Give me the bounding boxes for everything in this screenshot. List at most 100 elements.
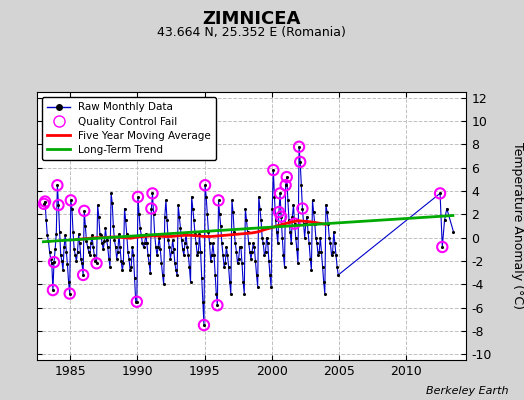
- Point: [266, 272, 274, 278]
- Point: [196, 248, 205, 255]
- Point: [265, 258, 273, 264]
- Point: [250, 244, 258, 250]
- Point: [237, 244, 245, 250]
- Point: [40, 201, 48, 207]
- Point: [48, 260, 56, 266]
- Point: [232, 248, 241, 255]
- Point: [54, 202, 63, 208]
- Point: [248, 248, 256, 255]
- Point: [124, 248, 132, 255]
- Point: [317, 248, 325, 255]
- Point: [73, 248, 82, 255]
- Point: [183, 244, 191, 250]
- Point: [201, 182, 209, 188]
- Point: [66, 290, 74, 297]
- Point: [298, 205, 307, 212]
- Point: [269, 167, 278, 173]
- Point: [88, 232, 96, 238]
- Point: [162, 197, 170, 204]
- Point: [44, 238, 52, 244]
- Point: [449, 229, 457, 235]
- Point: [283, 197, 292, 204]
- Point: [110, 237, 118, 243]
- Point: [314, 252, 322, 258]
- Point: [436, 190, 444, 196]
- Point: [179, 246, 187, 252]
- Point: [146, 270, 155, 276]
- Point: [92, 260, 101, 266]
- Point: [52, 231, 60, 237]
- Point: [254, 283, 262, 290]
- Point: [164, 237, 172, 243]
- Point: [125, 256, 133, 262]
- Point: [156, 246, 165, 252]
- Point: [133, 298, 141, 305]
- Point: [122, 217, 130, 223]
- Point: [115, 231, 123, 237]
- Point: [443, 205, 451, 212]
- Text: Berkeley Earth: Berkeley Earth: [426, 386, 508, 396]
- Point: [148, 190, 157, 196]
- Point: [190, 217, 198, 223]
- Point: [93, 202, 102, 208]
- Point: [257, 217, 265, 223]
- Point: [280, 264, 289, 270]
- Point: [77, 256, 85, 262]
- Point: [134, 194, 142, 200]
- Point: [123, 231, 131, 237]
- Point: [116, 244, 124, 250]
- Point: [139, 244, 148, 250]
- Point: [214, 197, 223, 204]
- Point: [292, 246, 301, 252]
- Point: [67, 197, 75, 204]
- Legend: Raw Monthly Data, Quality Control Fail, Five Year Moving Average, Long-Term Tren: Raw Monthly Data, Quality Control Fail, …: [42, 97, 216, 160]
- Point: [219, 252, 227, 258]
- Point: [42, 217, 50, 223]
- Point: [101, 225, 110, 232]
- Point: [281, 182, 290, 188]
- Point: [275, 209, 283, 215]
- Point: [64, 279, 73, 285]
- Point: [41, 198, 49, 205]
- Point: [285, 217, 293, 223]
- Point: [213, 302, 222, 308]
- Point: [80, 208, 89, 214]
- Point: [290, 220, 299, 227]
- Point: [202, 194, 211, 200]
- Point: [224, 264, 233, 270]
- Point: [295, 144, 303, 150]
- Point: [234, 256, 243, 262]
- Point: [147, 205, 156, 212]
- Point: [161, 214, 169, 220]
- Text: 43.664 N, 25.352 E (Romania): 43.664 N, 25.352 E (Romania): [157, 26, 346, 39]
- Point: [286, 229, 294, 235]
- Point: [163, 217, 171, 223]
- Point: [132, 298, 140, 305]
- Point: [50, 259, 58, 265]
- Point: [255, 194, 263, 200]
- Point: [144, 252, 152, 258]
- Point: [325, 234, 333, 241]
- Point: [276, 190, 284, 196]
- Point: [140, 240, 149, 247]
- Point: [332, 252, 340, 258]
- Point: [54, 202, 63, 208]
- Point: [230, 229, 238, 235]
- Point: [220, 264, 228, 270]
- Point: [49, 287, 57, 293]
- Point: [204, 229, 213, 235]
- Point: [319, 264, 327, 270]
- Point: [49, 287, 57, 293]
- Point: [267, 283, 275, 290]
- Point: [211, 272, 220, 278]
- Point: [187, 279, 195, 285]
- Point: [108, 200, 116, 206]
- Point: [104, 244, 112, 250]
- Point: [80, 208, 89, 214]
- Point: [209, 240, 217, 247]
- Point: [205, 240, 214, 247]
- Point: [128, 244, 137, 250]
- Point: [112, 244, 120, 250]
- Point: [113, 256, 121, 262]
- Point: [258, 234, 266, 241]
